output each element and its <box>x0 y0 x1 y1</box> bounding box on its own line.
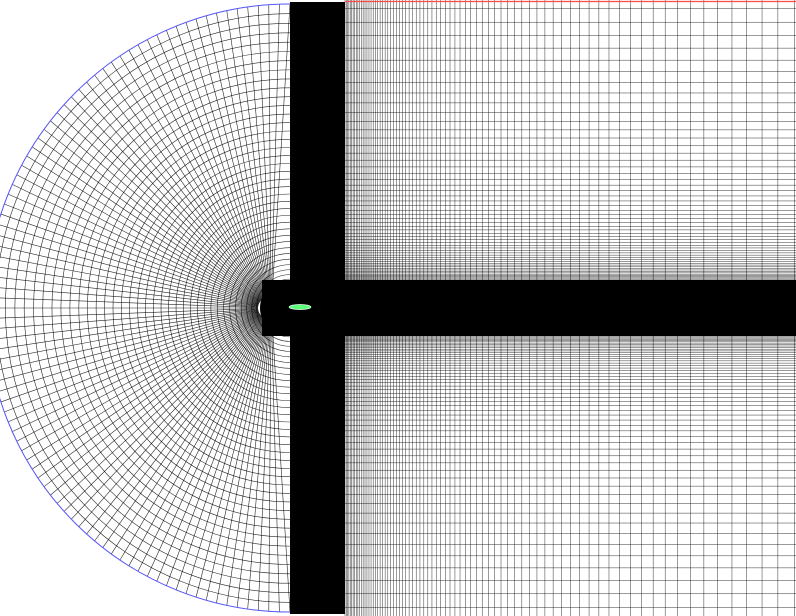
airfoil-shape[interactable] <box>288 304 312 310</box>
farfield-boundary <box>0 3 291 613</box>
farfield-ring-mesh <box>0 3 291 613</box>
wake-band <box>262 280 796 336</box>
